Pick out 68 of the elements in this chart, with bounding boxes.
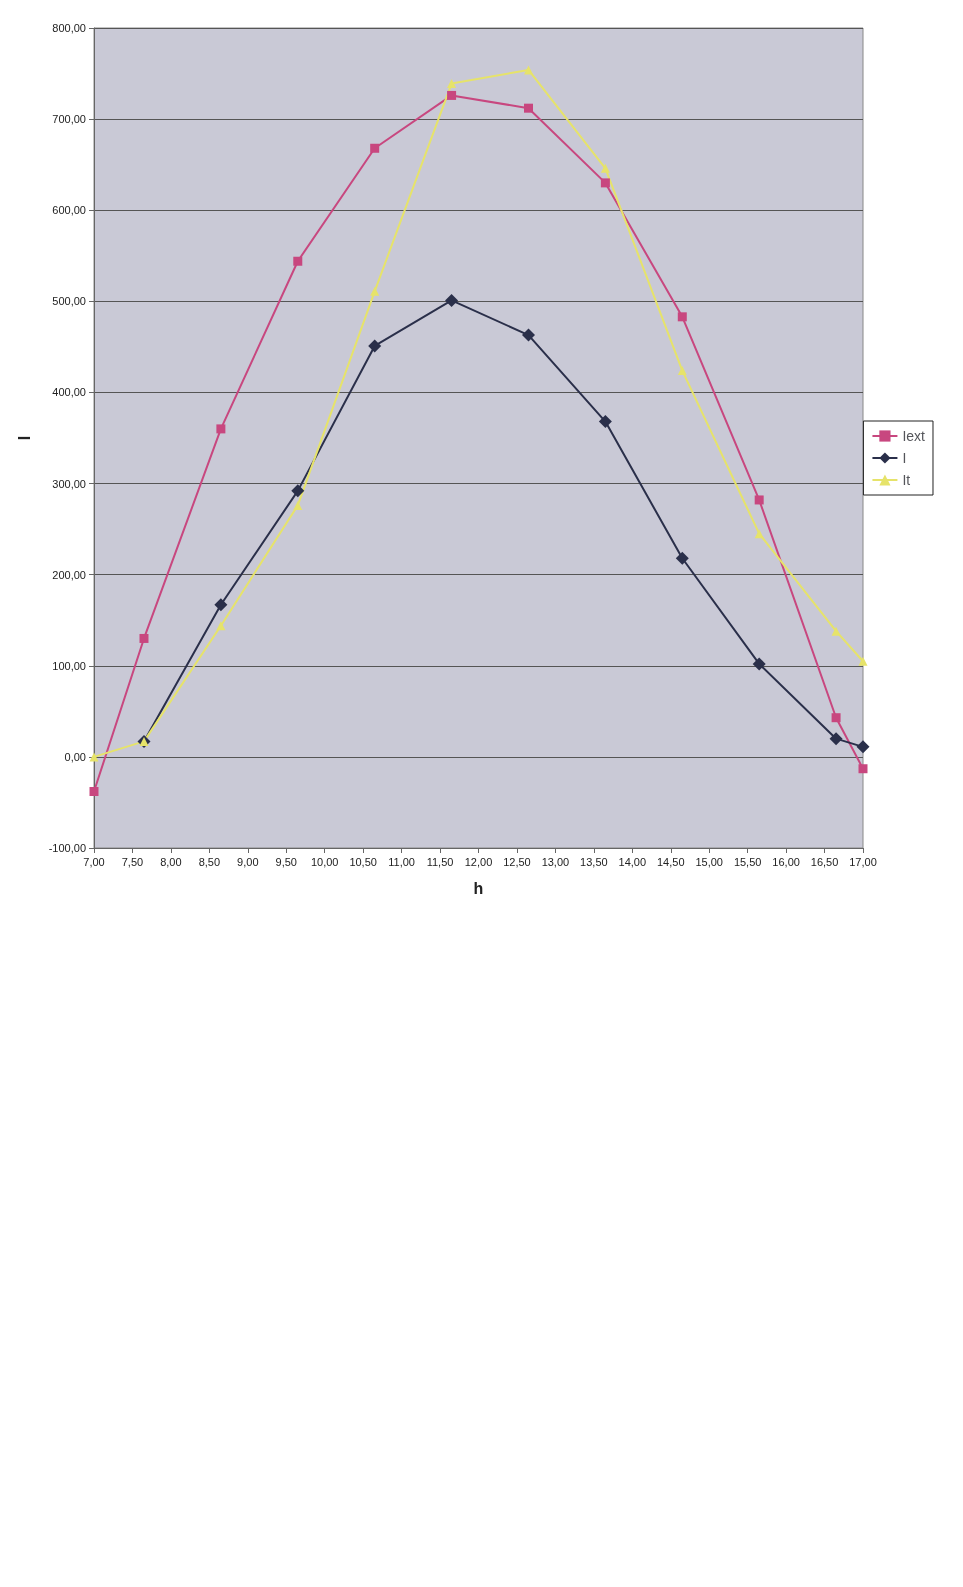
point <box>293 256 303 266</box>
point <box>447 79 457 89</box>
point <box>216 621 226 631</box>
point <box>89 787 99 797</box>
point <box>216 424 226 434</box>
point <box>293 500 303 510</box>
x-tick-label: 16,00 <box>772 855 800 868</box>
y-tick-label: 100,00 <box>52 659 86 672</box>
x-tick-label: 10,50 <box>349 855 377 868</box>
x-tick-label: 12,00 <box>464 855 493 868</box>
point <box>139 633 149 643</box>
point <box>291 484 305 498</box>
y-tick-label: 0,00 <box>64 750 86 763</box>
legend-label: Iext <box>902 428 926 444</box>
x-tick-label: 12,50 <box>503 855 531 868</box>
y-tick-label: 300,00 <box>52 477 86 490</box>
point <box>752 657 766 671</box>
y-tick-label: 400,00 <box>52 386 86 399</box>
point <box>856 740 870 754</box>
point <box>445 293 459 307</box>
point <box>675 551 689 565</box>
x-tick-label: 7,00 <box>83 855 105 868</box>
x-tick-label: 7,50 <box>121 855 144 868</box>
point <box>600 178 610 188</box>
x-tick-label: 13,00 <box>541 855 570 868</box>
y-tick-label: 200,00 <box>52 568 86 581</box>
x-tick-label: 15,00 <box>695 855 723 868</box>
point <box>831 626 841 636</box>
y-tick-label: 800,00 <box>52 22 86 34</box>
point <box>447 90 457 100</box>
point <box>370 286 380 296</box>
point <box>89 752 99 762</box>
point <box>598 415 612 429</box>
point <box>829 732 843 746</box>
x-tick-label: 13,50 <box>580 855 608 868</box>
x-tick-label: 9,00 <box>237 855 259 868</box>
point <box>523 65 533 75</box>
x-tick-label: 17,00 <box>849 855 877 868</box>
x-tick-label: 10,00 <box>310 855 339 868</box>
point <box>600 163 610 173</box>
point <box>214 598 228 612</box>
point <box>370 143 380 153</box>
point <box>754 495 764 505</box>
y-tick-label: 700,00 <box>52 113 86 126</box>
x-tick-label: 8,50 <box>198 855 221 868</box>
point <box>677 312 687 322</box>
point <box>831 713 841 723</box>
point <box>677 366 687 376</box>
y-tick-label: 500,00 <box>52 295 86 308</box>
x-tick-label: 14,00 <box>618 855 647 868</box>
x-tick-label: 11,00 <box>388 855 415 868</box>
point <box>858 656 868 666</box>
x-tick-label: 11,50 <box>426 855 454 868</box>
x-tick-label: 8,00 <box>160 855 182 868</box>
point <box>858 764 868 774</box>
x-axis-title: h <box>473 879 484 897</box>
x-tick-label: 9,50 <box>275 855 297 868</box>
x-tick-label: 15,50 <box>733 855 762 868</box>
y-axis-title: I <box>15 435 33 441</box>
x-tick-label: 16,50 <box>810 855 839 868</box>
x-tick-label: 14,50 <box>656 855 685 868</box>
point <box>521 328 535 342</box>
point <box>368 339 382 353</box>
y-tick-label: 600,00 <box>52 204 86 217</box>
point <box>523 103 533 113</box>
legend-label: It <box>902 472 911 488</box>
y-tick-label: -100,00 <box>48 842 86 854</box>
legend-label: I <box>902 450 907 466</box>
